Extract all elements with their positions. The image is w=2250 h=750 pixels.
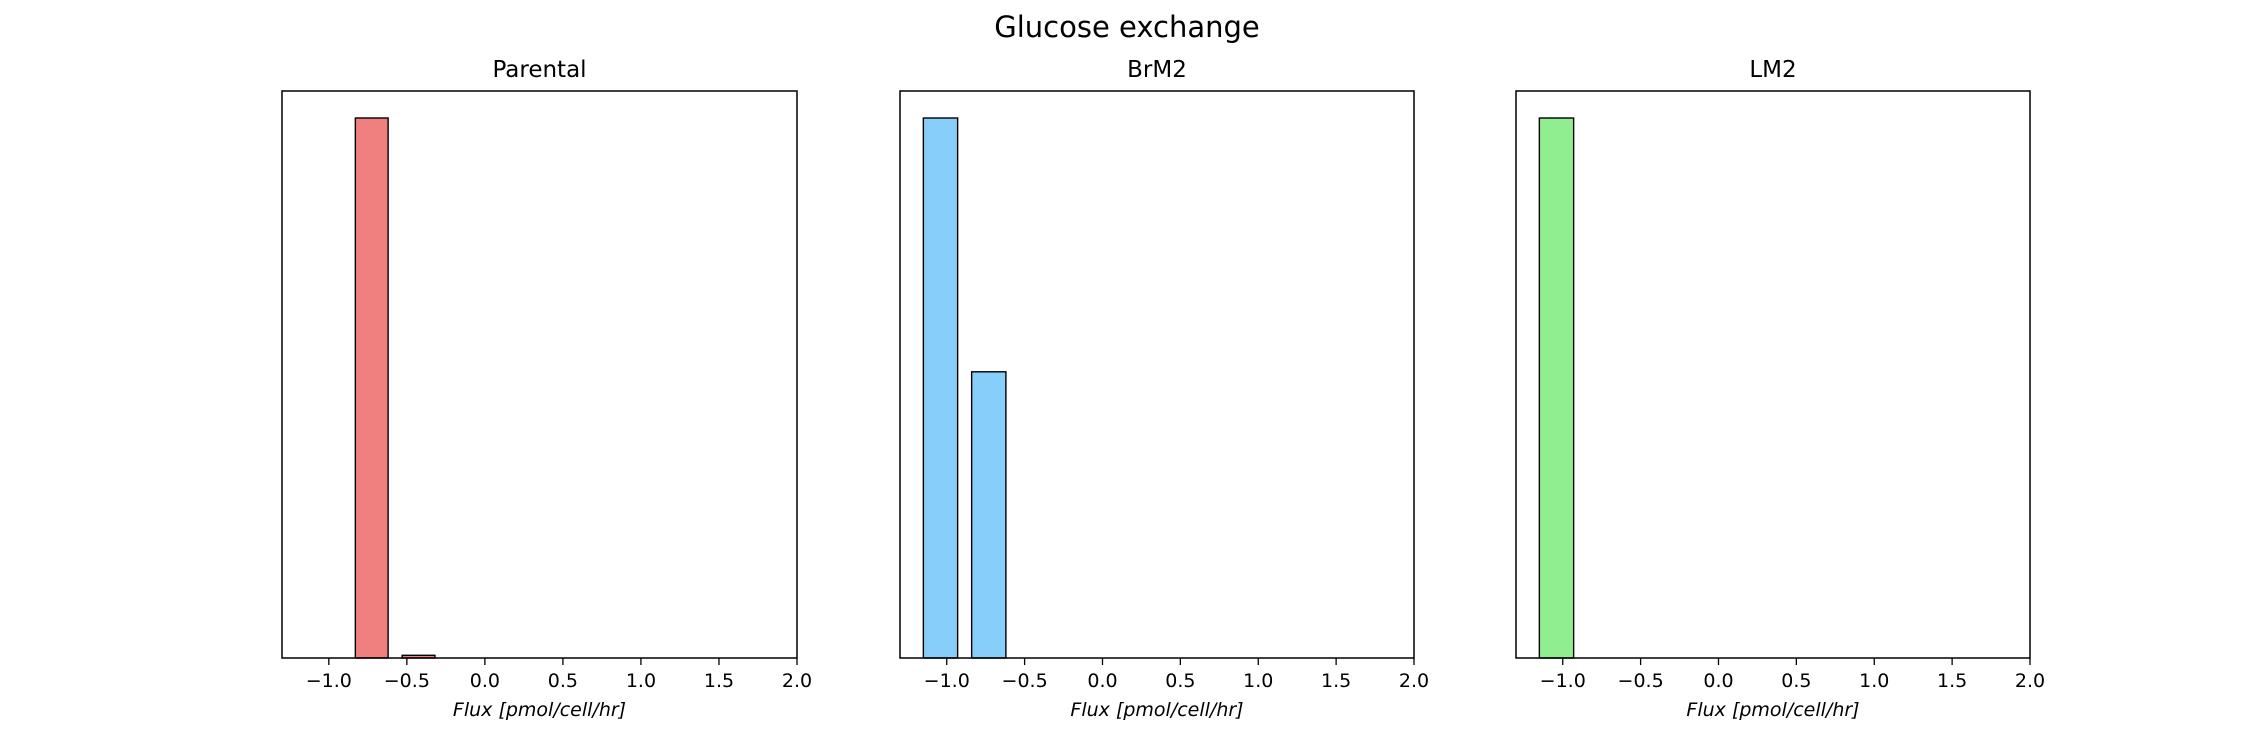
- histogram-bar: [354, 117, 389, 659]
- x-tick-label: −1.0: [1540, 670, 1586, 692]
- x-tick-label: 2.0: [1399, 670, 1429, 692]
- x-tick-label: 0.0: [470, 670, 500, 692]
- figure-title: Glucose exchange: [994, 10, 1259, 44]
- histogram-bar: [922, 117, 959, 659]
- x-tick-label: 1.0: [1859, 670, 1889, 692]
- x-tick-label: 0.5: [1165, 670, 1195, 692]
- axes-frame: [1515, 90, 2031, 659]
- x-axis-label: Flux [pmol/cell/hr]: [1070, 699, 1243, 721]
- subplot-parental: Parental −1.0 −0.5 0.0 0.5 1.0 1.5 2.0 Flux [pmo…: [281, 57, 812, 721]
- subplot-lm2: LM2 −1.0 −0.5 0.0 0.5 1.0 1.5 2.0 Flux [pmol/cel…: [1515, 57, 2045, 721]
- subplot-title: Parental: [492, 57, 586, 83]
- x-tick-label: 2.0: [2015, 670, 2045, 692]
- x-axis-label: Flux [pmol/cell/hr]: [1686, 699, 1859, 721]
- x-tick-label: 1.5: [1937, 670, 1967, 692]
- axes-frame: [899, 90, 1415, 659]
- subplot-brm2: BrM2 −1.0 −0.5 0.0 0.5 1.0 1.5 2.0 Flux [pmol/ce…: [899, 57, 1429, 721]
- histogram-bar: [970, 371, 1007, 659]
- x-tick-label: 0.0: [1087, 670, 1117, 692]
- subplot-title: LM2: [1749, 57, 1796, 83]
- x-tick-label: −1.0: [306, 670, 352, 692]
- subplot-grid: Parental −1.0 −0.5 0.0 0.5 1.0 1.5 2.0 Flux [pmo…: [281, 57, 2045, 721]
- x-tick-label: 1.5: [1321, 670, 1351, 692]
- x-tick-label: 0.0: [1703, 670, 1733, 692]
- histogram-bar: [1538, 117, 1575, 659]
- subplot-title: BrM2: [1127, 57, 1187, 83]
- x-tick-label: −0.5: [1002, 670, 1048, 692]
- x-tick-label: 0.5: [1781, 670, 1811, 692]
- x-axis-label: Flux [pmol/cell/hr]: [453, 699, 626, 721]
- x-tick-label: 1.0: [1243, 670, 1273, 692]
- x-tick-label: −0.5: [384, 670, 430, 692]
- axes-frame: [281, 90, 798, 659]
- x-tick-label: −0.5: [1618, 670, 1664, 692]
- x-tick-label: 1.5: [704, 670, 734, 692]
- x-tick-label: 1.0: [626, 670, 656, 692]
- x-tick-label: −1.0: [924, 670, 970, 692]
- x-tick-label: 2.0: [782, 670, 812, 692]
- x-tick-label: 0.5: [548, 670, 578, 692]
